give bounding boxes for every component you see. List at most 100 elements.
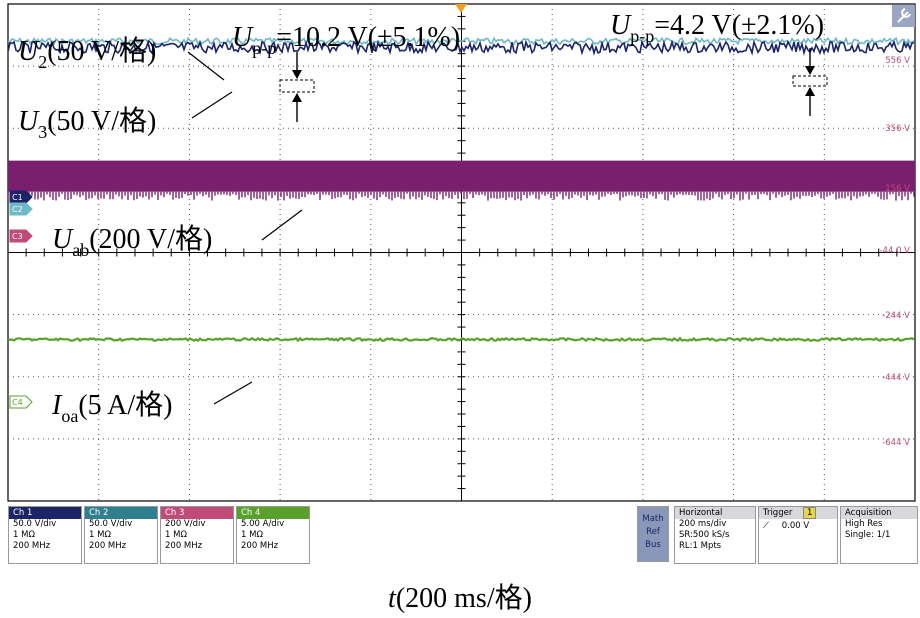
right-axis-label: -44.0 V — [879, 246, 910, 256]
wrench-icon[interactable] — [892, 5, 915, 27]
series-label-leader — [187, 51, 225, 81]
pp-arrowhead-top — [805, 66, 815, 75]
trigger-title: Trigger — [763, 508, 793, 518]
series-label-scale: (200 V/格) — [89, 223, 212, 255]
ch4-bandwidth: 200 MHz — [241, 541, 279, 551]
ch2-header: Ch 2 — [85, 507, 157, 519]
horizontal-record-length: RL:1 Mpts — [679, 541, 722, 551]
right-axis-label: 556 V — [885, 56, 910, 66]
right-axis-label: -644 V — [882, 438, 910, 448]
pp-annotation-1: Up-p=10.2 V(±5.1%) — [232, 22, 460, 58]
ch4-vdiv: 5.00 A/div — [241, 519, 285, 529]
right-axis-labels: 556 V 356 V 156 V -44.0 V -244 V -444 V -644 V — [879, 56, 910, 448]
horizontal-title: Horizontal — [675, 507, 755, 519]
pp-value: =10.2 V(±5.1%) — [276, 22, 460, 53]
series-label-scale: (5 A/格) — [78, 389, 172, 421]
acquisition-panel[interactable]: Acquisition High Res Single: 1/1 — [840, 506, 918, 564]
acquisition-title: Acquisition — [841, 507, 917, 519]
x-axis-unit: (200 ms/格) — [395, 583, 532, 614]
series-label-leader — [261, 209, 303, 241]
pp-subscript: p-p — [252, 38, 276, 58]
trace-uab-edge — [7, 191, 915, 201]
pp-arrowhead-bottom — [805, 87, 815, 96]
ch3-bandwidth: 200 MHz — [165, 541, 203, 551]
ch2-info[interactable]: Ch 2 50.0 V/div 1 MΩ 200 MHz — [84, 506, 158, 564]
channel-marker-c4: C4 — [9, 395, 33, 409]
trace-u3 — [7, 39, 915, 56]
channel-marker-c3: C3 — [9, 229, 33, 243]
ch3-info[interactable]: Ch 3 200 V/div 1 MΩ 200 MHz — [160, 506, 234, 564]
channel-marker-label: C3 — [12, 232, 23, 241]
ch1-info[interactable]: Ch 1 50.0 V/div 1 MΩ 200 MHz — [8, 506, 82, 564]
series-label-u2: U2(50 V/格) — [18, 35, 156, 72]
right-axis-label: -444 V — [882, 373, 910, 383]
horizontal-scale: 200 ms/div — [679, 519, 727, 529]
trigger-panel[interactable]: Trigger 1 ⟋ 0.00 V — [758, 506, 838, 564]
series-label-uab: Uab(200 V/格) — [52, 223, 212, 260]
right-axis-label: -244 V — [882, 311, 910, 321]
math-ref-bus-button[interactable]: Math Ref Bus — [637, 506, 669, 562]
trace-ioa — [7, 336, 915, 343]
series-label-u3: U3(50 V/格) — [18, 105, 156, 142]
channel-marker-label: C1 — [12, 193, 23, 202]
series-label-symbol: U — [52, 224, 74, 255]
series-label-subscript: oa — [61, 406, 78, 426]
channel-marker-c2: C2 — [9, 202, 33, 216]
pp-arrowhead-top — [292, 70, 302, 79]
trigger-position-marker[interactable] — [455, 4, 467, 13]
pp-annotation-2: Up-p=4.2 V(±2.1%) — [610, 10, 824, 46]
info-bar: Ch 1 50.0 V/div 1 MΩ 200 MHz Ch 2 50.0 V… — [0, 503, 920, 564]
channel-markers: C1 C2 C3 C4 — [9, 190, 33, 409]
series-labels: U2(50 V/格)U3(50 V/格)Uab(200 V/格)Ioa(5 A/… — [18, 35, 303, 426]
ref-label: Ref — [646, 527, 660, 537]
ch4-header: Ch 4 — [237, 507, 309, 519]
ch1-vdiv: 50.0 V/div — [13, 519, 57, 529]
ch2-impedance: 1 MΩ — [89, 530, 111, 540]
horizontal-panel[interactable]: Horizontal 200 ms/div SR:500 kS/s RL:1 M… — [674, 506, 756, 564]
pp-range-box — [279, 79, 315, 93]
x-axis-variable: t — [388, 583, 396, 614]
acquisition-single: Single: 1/1 — [845, 530, 891, 540]
channel-marker-shape — [9, 190, 33, 204]
ch2-bandwidth: 200 MHz — [89, 541, 127, 551]
channel-marker-label: C4 — [12, 398, 23, 407]
series-label-ioa: Ioa(5 A/格) — [51, 389, 172, 426]
bus-label: Bus — [645, 540, 661, 550]
series-label-subscript: ab — [72, 240, 89, 260]
series-label-symbol: U — [18, 106, 40, 137]
pp-subscript: p-p — [630, 26, 654, 46]
ch3-vdiv: 200 V/div — [165, 519, 206, 529]
channel-marker-label: C2 — [12, 205, 23, 214]
math-label: Math — [642, 514, 664, 524]
rising-edge-icon: ⟋ — [763, 521, 769, 531]
trigger-level-row: ⟋ 0.00 V — [759, 521, 837, 532]
channel-marker-c1: C1 — [9, 190, 33, 204]
acquisition-mode: High Res — [845, 519, 883, 529]
pp-arrowhead-bottom — [292, 93, 302, 102]
ch3-header: Ch 3 — [161, 507, 233, 519]
ch1-impedance: 1 MΩ — [13, 530, 35, 540]
right-axis-label: 156 V — [885, 184, 910, 194]
trigger-header: Trigger 1 — [759, 507, 837, 519]
trigger-source: 1 — [803, 507, 817, 519]
ch3-impedance: 1 MΩ — [165, 530, 187, 540]
pp-range-box — [792, 75, 828, 87]
pp-symbol: U — [610, 10, 632, 41]
series-label-scale: (50 V/格) — [47, 105, 156, 137]
trigger-level: 0.00 V — [781, 521, 810, 531]
series-label-scale: (50 V/格) — [47, 35, 156, 67]
pp-symbol: U — [232, 22, 254, 53]
ch2-vdiv: 50.0 V/div — [89, 519, 133, 529]
series-label-leader — [191, 91, 233, 119]
horizontal-sample-rate: SR:500 kS/s — [679, 530, 730, 540]
series-label-leader — [213, 381, 253, 405]
series-label-subscript: 2 — [38, 52, 47, 72]
ch4-impedance: 1 MΩ — [241, 530, 263, 540]
series-label-symbol: U — [18, 36, 40, 67]
x-axis-label: t(200 ms/格) — [0, 576, 920, 616]
ch4-info[interactable]: Ch 4 5.00 A/div 1 MΩ 200 MHz — [236, 506, 310, 564]
ch1-bandwidth: 200 MHz — [13, 541, 51, 551]
series-label-symbol: I — [51, 390, 63, 421]
trace-uab — [8, 160, 915, 192]
channel-marker-shape — [9, 202, 33, 216]
